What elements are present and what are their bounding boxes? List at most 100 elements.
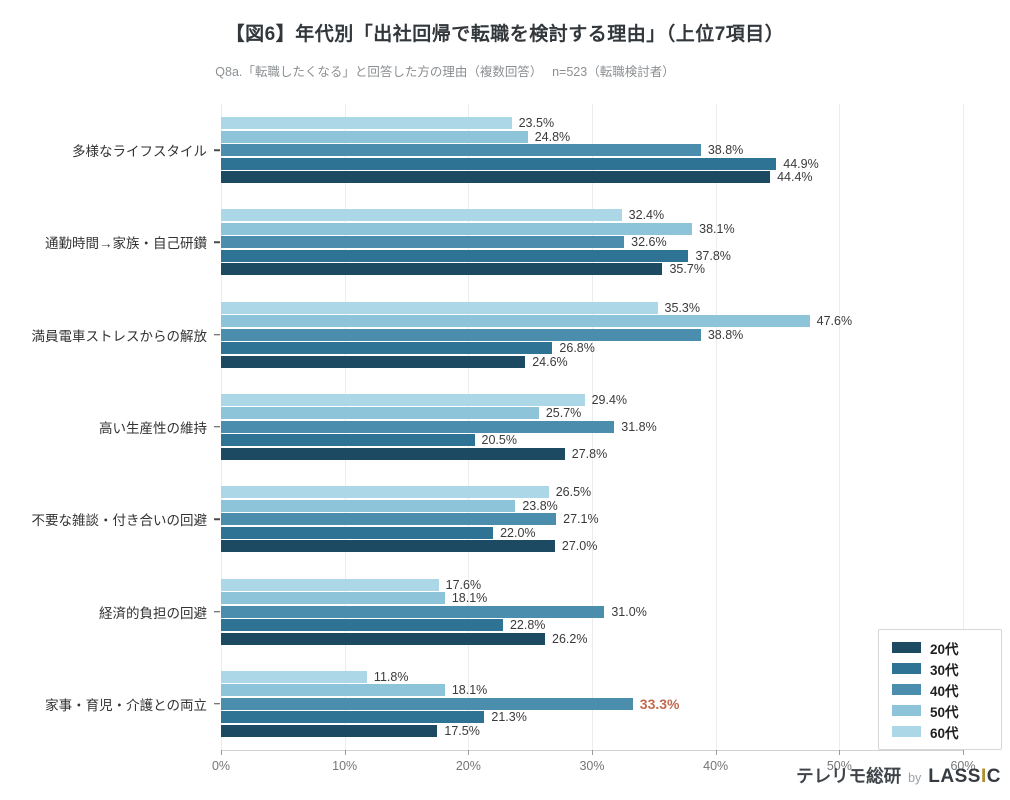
legend: 20代 30代 40代 50代 60代	[878, 629, 1002, 750]
x-axis-tick-label: 40%	[703, 759, 729, 773]
gridline	[715, 104, 717, 750]
bar-value-label: 38.8%	[707, 143, 744, 158]
bar-40代	[221, 236, 625, 249]
bar-value-label: 29.4%	[591, 392, 628, 407]
bar-row: 24.8%	[221, 129, 963, 144]
brand-lassic-logo: LASSIC	[928, 766, 1001, 788]
legend-label: 30代	[930, 662, 959, 678]
category-label: 満員電車ストレスからの解放	[31, 328, 208, 344]
x-axis-tick-label: 0%	[211, 759, 231, 773]
bar-row: 22.0%	[221, 526, 963, 540]
bar-groups: 多様なライフスタイル 23.5% 24.8% 38.8% 44.9% 44.4% 通勤時間→…	[32, 104, 963, 750]
brand-footer: テレリモ総研 by LASSIC	[796, 763, 1001, 788]
bar-40代	[221, 328, 701, 341]
legend-item: 50代	[892, 703, 988, 720]
legend-swatch	[892, 684, 921, 695]
bar-value-label: 27.0%	[561, 539, 598, 554]
bar-row: 44.4%	[221, 170, 963, 185]
bar-row: 27.8%	[221, 447, 963, 461]
bar-20代	[221, 632, 545, 645]
x-axis-tick	[221, 750, 222, 755]
bar-30代	[221, 711, 485, 724]
bar-50代	[221, 407, 539, 420]
bar-row: 37.8%	[221, 248, 963, 263]
legend-label: 60代	[930, 725, 959, 741]
x-axis-tick	[344, 750, 346, 755]
bar-value-label: 35.3%	[664, 300, 700, 315]
bar-20代	[221, 355, 526, 368]
bar-value-label: 24.8%	[534, 129, 571, 144]
y-axis-tick	[214, 703, 220, 705]
brand-name: テレリモ総研	[796, 766, 902, 786]
bar-row: 31.8%	[221, 420, 963, 434]
bar-value-label: 31.0%	[611, 604, 647, 619]
y-axis-tick	[214, 333, 220, 336]
bar-row: 23.8%	[221, 499, 963, 513]
bar-40代	[221, 697, 633, 710]
category-label: 通勤時間→家族・自己研鑽	[45, 236, 207, 252]
bar-row: 26.5%	[221, 485, 963, 499]
chart-title: 【図6】年代別「出社回帰で転職を検討する理由」（上位7項目）	[225, 24, 785, 45]
x-axis-tick-label: 50%	[826, 759, 852, 773]
bar-60代	[221, 209, 622, 222]
bar-50代	[221, 130, 528, 143]
legend-label: 20代	[930, 641, 959, 657]
legend-label: 50代	[930, 704, 959, 720]
bar-row: 25.7%	[221, 406, 963, 420]
bar-group: 家事・育児・介護との両立 11.8% 18.1% 33.3% 21.3% 17.5%	[45, 658, 963, 750]
bar-row: 17.5%	[221, 724, 963, 738]
bar-20代	[221, 724, 438, 737]
bar-value-label: 32.6%	[631, 235, 667, 250]
bar-30代	[221, 342, 553, 355]
x-axis-tick	[839, 750, 841, 755]
legend-swatch	[892, 663, 921, 674]
bar-20代	[221, 540, 555, 553]
bar-row: 27.1%	[221, 512, 963, 527]
bar-row: 35.3%	[221, 300, 963, 315]
bar-50代	[221, 592, 445, 605]
bar-30代	[221, 434, 475, 447]
bar-30代	[221, 157, 777, 170]
legend-item: 40代	[892, 682, 988, 699]
bar-value-label: 27.1%	[563, 512, 599, 527]
bar-row: 29.4%	[221, 392, 963, 407]
bar-group: 満員電車ストレスからの解放 35.3% 47.6% 38.8% 26.8% 24.6%	[32, 289, 963, 381]
bar-row: 26.2%	[221, 631, 963, 646]
bar-40代	[221, 420, 615, 433]
bar-group: 通勤時間→家族・自己研鑽 32.4% 38.1% 32.6% 37.8% 35.7%	[45, 196, 963, 288]
bar-value-label: 38.8%	[707, 327, 744, 342]
plot-area: 多様なライフスタイル 23.5% 24.8% 38.8% 44.9% 44.4% 通勤時間→…	[32, 104, 964, 751]
legend-item: 60代	[892, 724, 988, 741]
bar-value-label: 32.4%	[628, 208, 665, 223]
bar-value-label: 37.8%	[695, 248, 731, 263]
legend-swatch	[892, 705, 921, 716]
bar-value-label: 20.5%	[481, 433, 517, 448]
bar-row: 23.5%	[221, 116, 963, 130]
category-label: 不要な雑談・付き合いの回避	[31, 513, 208, 529]
bar-value-label: 35.7%	[669, 262, 705, 277]
brand-by: by	[908, 771, 922, 785]
x-axis-tick-label: 20%	[455, 759, 481, 773]
bar-group: 多様なライフスタイル 23.5% 24.8% 38.8% 44.9% 44.4%	[72, 104, 963, 196]
bar-row: 11.8%	[221, 670, 963, 684]
bar-row: 38.8%	[221, 143, 963, 158]
bar-60代	[221, 393, 585, 406]
bar-value-label: 26.8%	[559, 341, 595, 356]
y-axis-tick	[214, 149, 220, 151]
category-label: 高い生産性の維持	[99, 420, 207, 436]
bar-value-label: 26.2%	[552, 631, 588, 646]
bar-60代	[221, 578, 439, 591]
bar-value-label: 44.4%	[777, 170, 813, 185]
bar-30代	[221, 249, 689, 262]
bar-40代	[221, 605, 605, 618]
y-axis-tick	[214, 610, 220, 613]
bar-row: 17.6%	[221, 578, 963, 592]
bar-30代	[221, 526, 494, 539]
legend-swatch	[892, 642, 921, 653]
bar-60代	[221, 670, 367, 683]
y-axis-tick	[214, 426, 220, 428]
bar-row: 47.6%	[221, 314, 963, 328]
bar-row: 26.8%	[221, 341, 963, 356]
bar-value-label: 18.1%	[451, 683, 488, 698]
bar-value-label: 44.9%	[783, 156, 819, 171]
